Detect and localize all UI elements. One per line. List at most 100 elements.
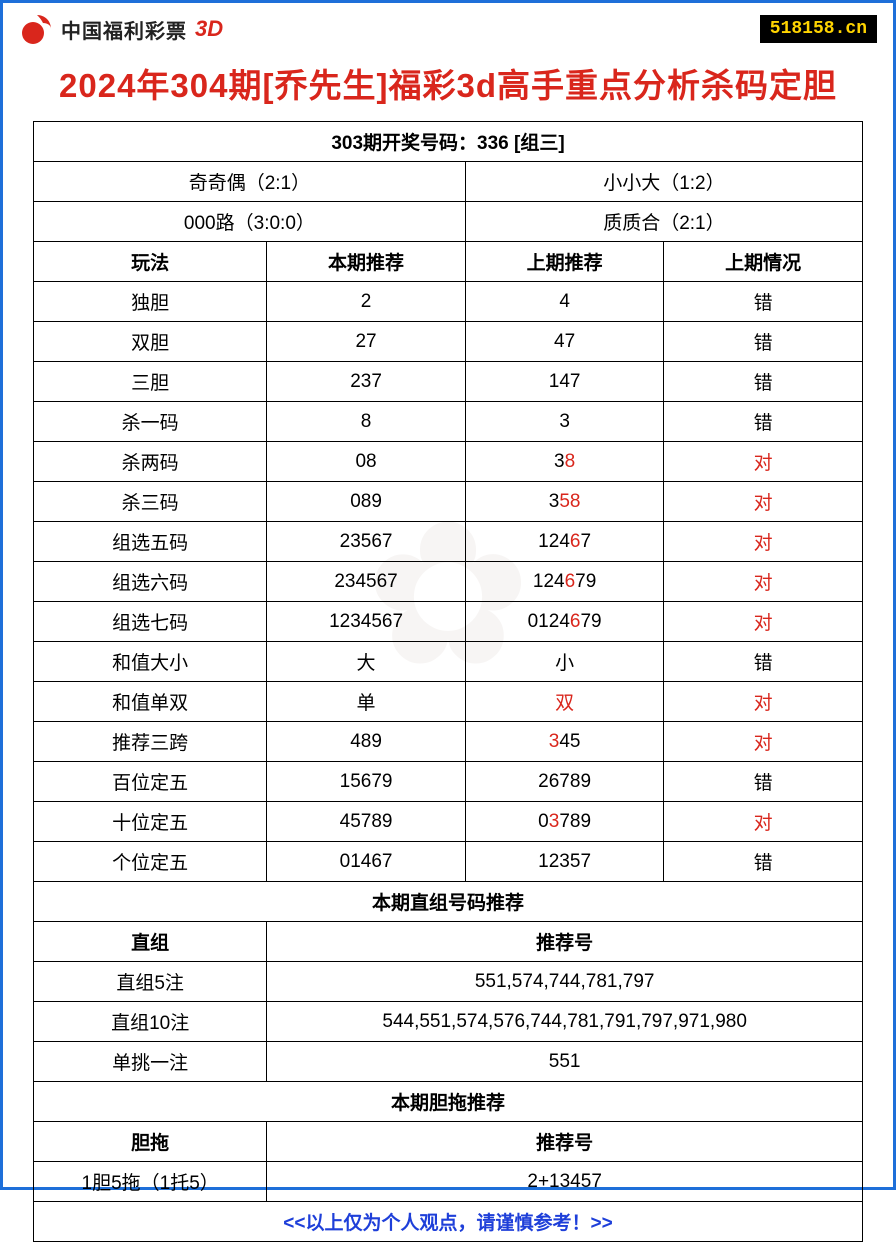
summary-cell: 质质合（2:1） xyxy=(465,202,862,242)
result-cell: 错 xyxy=(664,282,863,322)
current-cell: 489 xyxy=(267,722,466,762)
direct-header-left: 直组 xyxy=(34,922,267,962)
table-row: 单挑一注551 xyxy=(34,1042,863,1082)
analysis-table: 303期开奖号码：336 [组三] 奇奇偶（2:1） 小小大（1:2） 000路… xyxy=(33,121,863,1242)
prev-cell: 双 xyxy=(465,682,664,722)
prev-cell: 12357 xyxy=(465,842,664,882)
result-cell: 错 xyxy=(664,362,863,402)
table-row: 和值单双单双对 xyxy=(34,682,863,722)
dantuo-header-left: 胆拖 xyxy=(34,1122,267,1162)
method-cell: 独胆 xyxy=(34,282,267,322)
prev-cell: 0124679 xyxy=(465,602,664,642)
method-cell: 杀三码 xyxy=(34,482,267,522)
direct-label: 直组5注 xyxy=(34,962,267,1002)
dantuo-value: 2+13457 xyxy=(267,1162,863,1202)
prev-cell: 38 xyxy=(465,442,664,482)
draw-result-row: 303期开奖号码：336 [组三] xyxy=(34,122,863,162)
current-cell: 1234567 xyxy=(267,602,466,642)
current-cell: 8 xyxy=(267,402,466,442)
table-row: 独胆24错 xyxy=(34,282,863,322)
method-cell: 个位定五 xyxy=(34,842,267,882)
prev-cell: 47 xyxy=(465,322,664,362)
method-cell: 和值大小 xyxy=(34,642,267,682)
section-title: 本期胆拖推荐 xyxy=(34,1082,863,1122)
current-cell: 2 xyxy=(267,282,466,322)
method-cell: 杀两码 xyxy=(34,442,267,482)
section-title: 本期直组号码推荐 xyxy=(34,882,863,922)
table-row: 组选七码12345670124679对 xyxy=(34,602,863,642)
method-cell: 十位定五 xyxy=(34,802,267,842)
summary-cell: 小小大（1:2） xyxy=(465,162,862,202)
table-row: 和值大小大小错 xyxy=(34,642,863,682)
method-cell: 杀一码 xyxy=(34,402,267,442)
current-cell: 089 xyxy=(267,482,466,522)
col-header: 上期情况 xyxy=(664,242,863,282)
page-title: 2024年304期[乔先生]福彩3d高手重点分析杀码定胆 xyxy=(3,51,893,121)
prev-cell: 03789 xyxy=(465,802,664,842)
table-row: 组选五码2356712467对 xyxy=(34,522,863,562)
current-cell: 08 xyxy=(267,442,466,482)
table-row: 百位定五1567926789错 xyxy=(34,762,863,802)
prev-cell: 12467 xyxy=(465,522,664,562)
table-row: 十位定五4578903789对 xyxy=(34,802,863,842)
prev-cell: 26789 xyxy=(465,762,664,802)
footer-note: <<以上仅为个人观点，请谨慎参考！>> xyxy=(34,1202,863,1242)
result-cell: 对 xyxy=(664,442,863,482)
table-row: 组选六码234567124679对 xyxy=(34,562,863,602)
col-header: 上期推荐 xyxy=(465,242,664,282)
current-cell: 01467 xyxy=(267,842,466,882)
method-cell: 组选六码 xyxy=(34,562,267,602)
current-cell: 15679 xyxy=(267,762,466,802)
lottery-logo-icon xyxy=(19,11,55,47)
result-cell: 错 xyxy=(664,642,863,682)
prev-cell: 124679 xyxy=(465,562,664,602)
table-row: 双胆2747错 xyxy=(34,322,863,362)
table-row: 1胆5拖（1托5）2+13457 xyxy=(34,1162,863,1202)
result-cell: 对 xyxy=(664,802,863,842)
table-row: 杀一码83错 xyxy=(34,402,863,442)
col-header: 玩法 xyxy=(34,242,267,282)
method-cell: 推荐三跨 xyxy=(34,722,267,762)
result-cell: 对 xyxy=(664,522,863,562)
site-url-badge: 518158.cn xyxy=(760,15,877,43)
table-row: 杀三码089358对 xyxy=(34,482,863,522)
method-cell: 三胆 xyxy=(34,362,267,402)
dantuo-header-right: 推荐号 xyxy=(267,1122,863,1162)
method-cell: 百位定五 xyxy=(34,762,267,802)
table-row: 推荐三跨489345对 xyxy=(34,722,863,762)
brand-text: 中国福利彩票 xyxy=(61,15,187,44)
result-cell: 对 xyxy=(664,602,863,642)
summary-cell: 000路（3:0:0） xyxy=(34,202,466,242)
dantuo-label: 1胆5拖（1托5） xyxy=(34,1162,267,1202)
current-cell: 大 xyxy=(267,642,466,682)
direct-header-right: 推荐号 xyxy=(267,922,863,962)
current-cell: 45789 xyxy=(267,802,466,842)
col-header: 本期推荐 xyxy=(267,242,466,282)
result-cell: 对 xyxy=(664,682,863,722)
current-cell: 237 xyxy=(267,362,466,402)
result-cell: 对 xyxy=(664,482,863,522)
logo-group: 中国福利彩票 3D xyxy=(19,11,223,47)
header-bar: 中国福利彩票 3D 518158.cn xyxy=(3,3,893,51)
method-cell: 组选七码 xyxy=(34,602,267,642)
prev-cell: 358 xyxy=(465,482,664,522)
direct-value: 544,551,574,576,744,781,791,797,971,980 xyxy=(267,1002,863,1042)
table-row: 杀两码0838对 xyxy=(34,442,863,482)
result-cell: 对 xyxy=(664,562,863,602)
direct-value: 551 xyxy=(267,1042,863,1082)
prev-cell: 345 xyxy=(465,722,664,762)
prev-cell: 小 xyxy=(465,642,664,682)
result-cell: 对 xyxy=(664,722,863,762)
current-cell: 27 xyxy=(267,322,466,362)
current-cell: 单 xyxy=(267,682,466,722)
result-cell: 错 xyxy=(664,842,863,882)
method-cell: 双胆 xyxy=(34,322,267,362)
main-table-container: 303期开奖号码：336 [组三] 奇奇偶（2:1） 小小大（1:2） 000路… xyxy=(3,121,893,1254)
table-row: 个位定五0146712357错 xyxy=(34,842,863,882)
direct-label: 直组10注 xyxy=(34,1002,267,1042)
direct-value: 551,574,744,781,797 xyxy=(267,962,863,1002)
table-row: 直组5注551,574,744,781,797 xyxy=(34,962,863,1002)
table-row: 直组10注544,551,574,576,744,781,791,797,971… xyxy=(34,1002,863,1042)
current-cell: 234567 xyxy=(267,562,466,602)
direct-label: 单挑一注 xyxy=(34,1042,267,1082)
